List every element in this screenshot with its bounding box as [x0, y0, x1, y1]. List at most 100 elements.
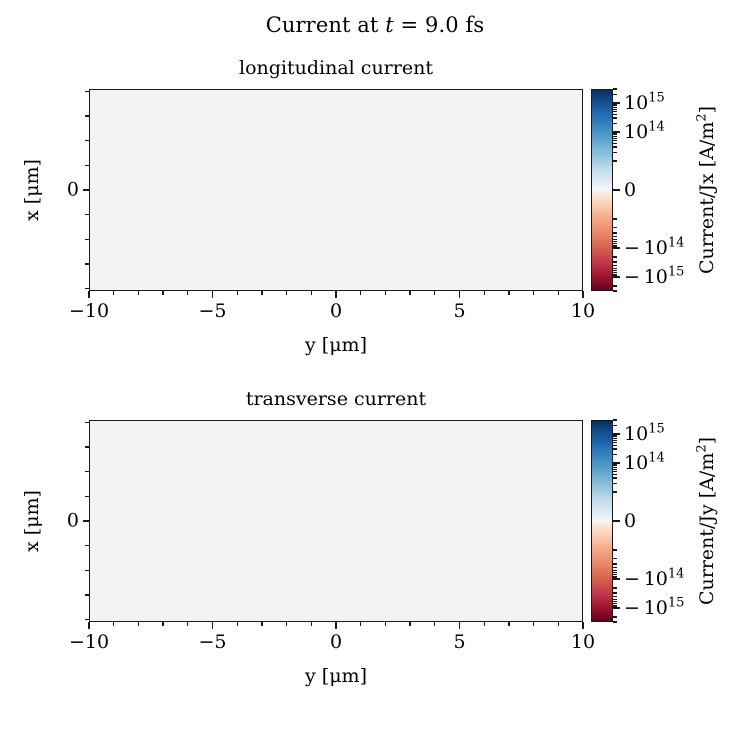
x-axis-label-panel1: y [μm] — [305, 334, 367, 356]
plot-area-longitudinal[interactable] — [89, 89, 583, 291]
x-minor-tick-panel1 — [508, 291, 510, 295]
plot-area-transverse[interactable] — [89, 420, 583, 622]
colorbar-minor-tick-panel1 — [613, 218, 617, 220]
panel-title-longitudinal: longitudinal current — [239, 57, 433, 79]
y-minor-tick-panel2 — [85, 421, 89, 424]
colorbar-minor-tick-panel1 — [613, 261, 617, 263]
x-minor-tick-panel2 — [409, 622, 411, 626]
colorbar-major-tick-panel1 — [613, 247, 620, 249]
colorbar-minor-tick-panel2 — [613, 477, 617, 479]
x-minor-tick-panel2 — [384, 622, 387, 626]
colorbar-minor-tick-panel1 — [613, 122, 617, 124]
colorbar-label-exponent-panel2: 2 — [694, 444, 710, 453]
colorbar-minor-tick-panel1 — [613, 140, 617, 142]
y-minor-tick-panel2 — [85, 594, 89, 596]
colorbar-minor-tick-panel2 — [613, 569, 617, 572]
colorbar-minor-tick-panel2 — [613, 587, 617, 589]
colorbar-minor-tick-panel2 — [613, 482, 617, 484]
colorbar-label-panel1: Current/Jx [A/m2] — [695, 106, 718, 275]
colorbar-minor-tick-panel1 — [613, 270, 617, 272]
figure-title-prefix: Current at — [265, 13, 386, 37]
x-minor-tick-panel1 — [285, 291, 288, 295]
x-axis-label-panel2: y [μm] — [305, 665, 367, 687]
colorbar-tick-label-panel1: − 1014 — [624, 235, 685, 260]
colorbar-minor-tick-panel1 — [613, 227, 617, 229]
colorbar-label-text-panel2: Current/Jy [A/m — [696, 452, 718, 606]
x-minor-tick-panel1 — [310, 291, 312, 295]
y-axis-label-panel1: x [μm] — [21, 159, 43, 221]
colorbar-minor-tick-panel1 — [613, 103, 617, 105]
colorbar-minor-tick-panel2 — [613, 606, 617, 608]
x-minor-tick-panel1 — [409, 291, 411, 295]
colorbar-major-tick-panel2 — [613, 607, 620, 609]
colorbar-minor-tick-panel1 — [613, 135, 617, 138]
x-major-tick-panel2 — [458, 622, 461, 629]
colorbar-minor-tick-panel2 — [613, 419, 617, 421]
colorbar-label-tail-panel2: ] — [696, 436, 718, 445]
x-minor-tick-panel2 — [187, 622, 189, 626]
colorbar-label-text-panel1: Current/Jx [A/m — [696, 121, 718, 275]
colorbar-minor-tick-panel2 — [613, 434, 617, 436]
x-minor-tick-panel1 — [162, 291, 164, 295]
y-minor-tick-panel2 — [85, 471, 89, 473]
colorbar-tick-label-panel1: 0 — [624, 179, 637, 201]
colorbar-major-tick-panel1 — [613, 102, 620, 104]
x-minor-tick-panel1 — [532, 291, 535, 295]
colorbar-minor-tick-panel2 — [613, 572, 617, 574]
colorbar-minor-tick-panel2 — [613, 558, 617, 560]
colorbar-tick-label-panel1: 1015 — [624, 90, 665, 114]
x-major-tick-panel1 — [211, 291, 214, 298]
y-minor-tick-panel1 — [85, 140, 89, 142]
colorbar-minor-tick-panel1 — [613, 142, 617, 145]
colorbar-longitudinal[interactable] — [591, 89, 613, 291]
colorbar-minor-tick-panel2 — [613, 473, 617, 476]
colorbar-minor-tick-panel2 — [613, 616, 617, 618]
colorbar-minor-tick-panel2 — [613, 491, 617, 493]
colorbar-major-tick-panel2 — [613, 578, 620, 580]
x-minor-tick-panel2 — [483, 622, 485, 626]
x-minor-tick-panel2 — [261, 622, 263, 626]
x-minor-tick-panel1 — [261, 291, 263, 295]
x-minor-tick-panel2 — [557, 622, 559, 626]
colorbar-minor-tick-panel1 — [613, 290, 617, 292]
x-minor-tick-panel1 — [483, 291, 485, 295]
colorbar-minor-tick-panel1 — [613, 134, 617, 136]
x-minor-tick-panel1 — [384, 291, 387, 295]
colorbar-minor-tick-panel2 — [613, 424, 617, 426]
colorbar-minor-tick-panel1 — [613, 146, 617, 148]
x-major-tick-panel1 — [335, 291, 337, 298]
colorbar-minor-tick-panel2 — [613, 439, 617, 441]
x-major-tick-panel2 — [88, 622, 90, 629]
x-minor-tick-panel2 — [285, 622, 288, 626]
x-tick-label-panel2: −10 — [68, 631, 110, 653]
x-minor-tick-panel1 — [557, 291, 559, 295]
x-tick-label-panel1: 10 — [570, 300, 596, 322]
colorbar-minor-tick-panel1 — [613, 113, 617, 116]
y-minor-tick-panel2 — [85, 495, 89, 497]
x-minor-tick-panel2 — [162, 622, 164, 626]
y-minor-tick-panel2 — [85, 569, 89, 571]
figure-title-variable: t — [385, 13, 394, 37]
colorbar-minor-tick-panel2 — [613, 463, 617, 465]
colorbar-tick-label-panel1: − 1015 — [624, 264, 685, 289]
colorbar-transverse[interactable] — [591, 420, 613, 622]
colorbar-minor-tick-panel1 — [613, 111, 617, 113]
x-minor-tick-panel1 — [434, 291, 436, 295]
colorbar-minor-tick-panel1 — [613, 238, 617, 241]
x-tick-label-panel2: 0 — [329, 631, 343, 653]
colorbar-minor-tick-panel2 — [613, 577, 617, 579]
colorbar-major-tick-panel2 — [613, 462, 620, 464]
colorbar-minor-tick-panel2 — [613, 573, 617, 576]
colorbar-minor-tick-panel1 — [613, 105, 617, 107]
y-axis-label-panel2: x [μm] — [21, 490, 43, 552]
figure-title: Current at t = 9.0 fs — [0, 13, 750, 38]
y-major-tick-panel2 — [82, 520, 89, 522]
colorbar-minor-tick-panel1 — [613, 241, 617, 243]
x-major-tick-panel1 — [88, 291, 90, 298]
colorbar-minor-tick-panel2 — [613, 592, 617, 594]
y-minor-tick-panel2 — [85, 544, 89, 547]
x-minor-tick-panel2 — [508, 622, 510, 626]
y-minor-tick-panel1 — [85, 287, 89, 290]
colorbar-minor-tick-panel1 — [613, 267, 617, 270]
colorbar-major-tick-panel1 — [613, 131, 620, 133]
